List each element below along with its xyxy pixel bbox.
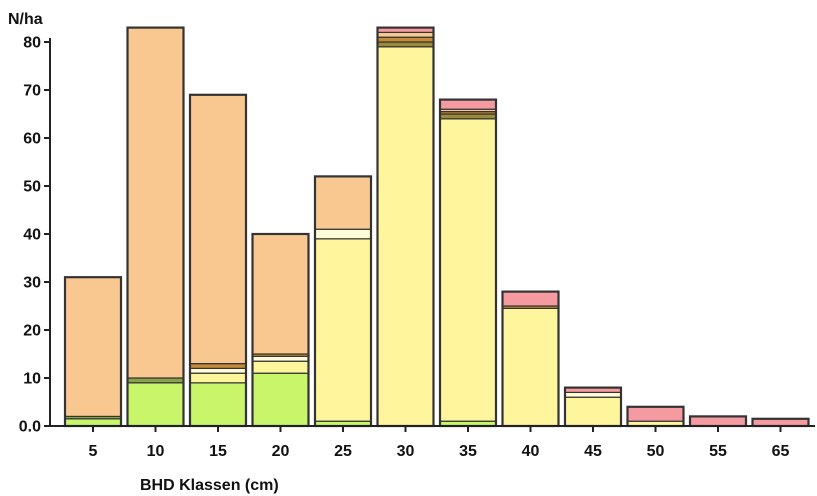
axes xyxy=(49,38,815,427)
bar-segment xyxy=(689,415,747,427)
bar-segment xyxy=(251,233,310,355)
y-tick-label: 10 xyxy=(23,371,41,388)
bar-segment xyxy=(189,94,247,365)
bar-segment xyxy=(501,307,560,427)
bar-segment xyxy=(376,36,435,43)
bar-segment xyxy=(64,276,122,418)
y-tick-label: 40 xyxy=(23,227,41,244)
y-tick-label: 60 xyxy=(23,131,41,148)
bar-40 xyxy=(501,290,560,428)
bar-segment xyxy=(314,228,372,240)
bar-5 xyxy=(63,276,123,428)
y-tick-label: 20 xyxy=(23,323,41,340)
x-tick-label: 40 xyxy=(522,443,540,460)
x-tick-label: 10 xyxy=(147,443,165,460)
x-tick-label: 50 xyxy=(647,443,665,460)
x-tick-label: 65 xyxy=(772,443,790,460)
bar-55 xyxy=(688,415,748,428)
bar-segment xyxy=(626,406,685,422)
bar-segment xyxy=(376,31,435,38)
y-tick-label: 50 xyxy=(23,179,41,196)
y-tick-label: 70 xyxy=(23,83,41,100)
bar-segment xyxy=(314,175,372,230)
bar-segment xyxy=(189,367,247,374)
x-axis-label: BHD Klassen (cm) xyxy=(140,477,279,494)
bar-segment xyxy=(439,113,497,120)
bar-segment xyxy=(126,382,185,427)
x-tick-label: 30 xyxy=(397,443,415,460)
y-axis-ticks: 0.0 10 20 30 40 50 60 70 80 xyxy=(19,35,50,436)
bar-segment xyxy=(251,372,310,427)
y-tick-label: 30 xyxy=(23,275,41,292)
bar-10 xyxy=(126,26,185,428)
bar-15 xyxy=(188,93,248,428)
plot-area xyxy=(63,26,810,428)
x-tick-label: 35 xyxy=(459,443,477,460)
bar-segment xyxy=(564,391,622,398)
bar-segment xyxy=(376,46,435,427)
bar-segment xyxy=(251,355,310,362)
x-tick-label: 15 xyxy=(209,443,227,460)
bar-20 xyxy=(251,232,310,428)
bar-segment xyxy=(314,238,372,422)
bar-segment xyxy=(501,291,560,307)
bar-segment xyxy=(439,118,497,422)
bar-segment xyxy=(189,372,247,384)
y-axis-label: N/ha xyxy=(8,11,43,28)
y-tick-label: 0.0 xyxy=(19,419,41,436)
x-tick-label: 20 xyxy=(272,443,290,460)
x-tick-label: 45 xyxy=(584,443,602,460)
y-tick-label: 80 xyxy=(23,35,41,52)
x-tick-label: 55 xyxy=(709,443,727,460)
x-axis-ticks: 5 10 15 20 25 30 35 40 45 50 55 65 xyxy=(89,426,790,460)
bar-segment xyxy=(126,377,185,384)
x-tick-label: 25 xyxy=(334,443,352,460)
bar-45 xyxy=(563,386,623,428)
bar-25 xyxy=(313,175,373,428)
bar-segment xyxy=(251,360,310,374)
bar-segment xyxy=(564,396,622,427)
bar-segment xyxy=(189,382,247,427)
bar-35 xyxy=(438,98,498,428)
bar-segment xyxy=(126,27,185,379)
bar-30 xyxy=(376,26,435,428)
x-tick-label: 5 xyxy=(89,443,98,460)
bar-segment xyxy=(376,41,435,48)
bar-50 xyxy=(626,405,685,428)
bar-65 xyxy=(751,417,810,428)
bar-segment xyxy=(189,363,247,370)
bar-segment xyxy=(439,98,497,110)
